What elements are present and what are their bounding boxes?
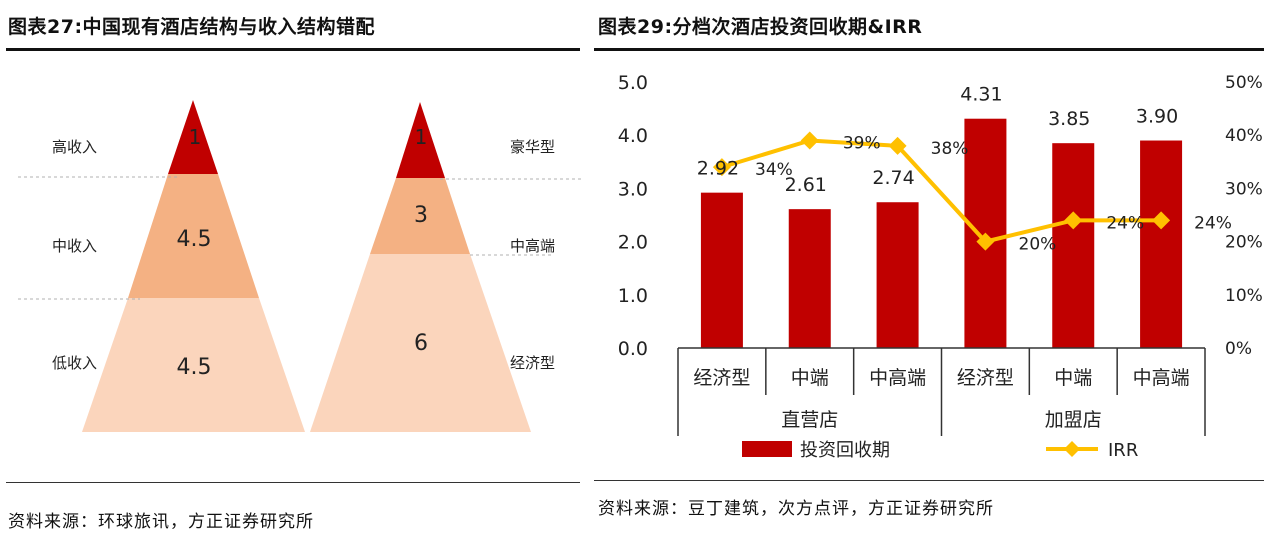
y-right-tick-label: 50% [1225, 73, 1263, 93]
y-right-tick-label: 10% [1225, 286, 1263, 306]
x-category-label: 中端 [791, 367, 829, 389]
y-left-tick-label: 0.0 [618, 338, 648, 360]
income-tier-mid [128, 174, 259, 298]
legend-line-marker [1064, 441, 1080, 457]
irr-marker [1064, 211, 1083, 230]
x-category-label: 中端 [1054, 367, 1092, 389]
y-left-tick-label: 1.0 [618, 285, 648, 307]
bar-value-label: 2.74 [872, 167, 914, 189]
bar-value-label: 2.92 [697, 158, 739, 180]
x-group-label: 加盟店 [1045, 409, 1102, 431]
left-panel-title: 图表27:中国现有酒店结构与收入结构错配 [8, 16, 376, 38]
pyramid-chart: 1 4.5 4.5 1 3 6 高收入 中收入 低收入 豪华型 中高端 经济型 [18, 100, 582, 432]
bar [876, 202, 919, 348]
irr-value-label: 38% [931, 139, 969, 159]
legend-bar-swatch [742, 441, 792, 457]
irr-marker [888, 136, 907, 155]
left-source: 资料来源：环球旅讯，方正证券研究所 [8, 512, 314, 532]
y-left-tick-label: 2.0 [618, 232, 648, 254]
y-right-tick-label: 0% [1225, 339, 1252, 359]
irr-value-label: 20% [1019, 235, 1057, 255]
bar-value-label: 4.31 [960, 84, 1002, 106]
hotel-value-economy: 6 [414, 331, 428, 356]
x-category-label: 中高端 [1133, 367, 1190, 389]
income-tier-low [82, 298, 305, 432]
bar-value-label: 3.90 [1136, 106, 1178, 128]
income-label-high: 高收入 [52, 138, 97, 156]
irr-line [721, 138, 1162, 244]
hotel-label-economy: 经济型 [510, 354, 555, 372]
y-left-tick-label: 4.0 [618, 125, 648, 147]
y-right-tick-label: 30% [1225, 179, 1263, 199]
bar [700, 192, 743, 348]
hotel-tier-economy [310, 254, 531, 432]
irr-marker [800, 131, 819, 150]
legend-bar-label: 投资回收期 [800, 440, 890, 461]
combo-chart: 0.0 1.0 2.0 3.0 4.0 5.0 0% 10% 20% 30% 40% 50% 经济型 中端… [618, 72, 1263, 461]
bar-value-label: 2.61 [785, 174, 827, 196]
y-right-tick-label: 40% [1225, 126, 1263, 146]
hotel-label-luxury: 豪华型 [510, 138, 555, 156]
irr-value-label: 34% [755, 160, 793, 180]
income-label-mid: 中收入 [52, 237, 97, 255]
x-category-label: 经济型 [957, 367, 1014, 389]
hotel-value-luxury: 1 [415, 125, 428, 149]
income-value-mid: 4.5 [177, 227, 212, 252]
x-category-label: 经济型 [693, 367, 750, 389]
y-left-tick-label: 5.0 [618, 72, 648, 94]
irr-marker [1152, 211, 1171, 230]
bar [788, 209, 831, 348]
irr-value-label: 39% [843, 134, 881, 154]
right-source-rule [594, 480, 1264, 481]
hotel-label-midhigh: 中高端 [510, 237, 555, 255]
income-value-low: 4.5 [177, 355, 212, 380]
right-panel-title: 图表29:分档次酒店投资回收期&IRR [598, 16, 923, 38]
income-tier-high [168, 100, 218, 174]
irr-value-label: 24% [1106, 213, 1144, 233]
irr-marker [712, 158, 731, 177]
bar [1140, 140, 1183, 348]
right-title-rule [594, 48, 1264, 51]
x-category-label: 中高端 [869, 367, 926, 389]
income-value-high: 1 [189, 125, 202, 149]
legend-line-label: IRR [1108, 440, 1138, 461]
irr-value-label: 24% [1194, 213, 1232, 233]
hotel-value-midhigh: 3 [414, 203, 428, 228]
right-source: 资料来源：豆丁建筑，次方点评，方正证券研究所 [598, 499, 994, 519]
income-label-low: 低收入 [52, 354, 97, 372]
hotel-tier-midhigh [370, 178, 470, 254]
x-group-label: 直营店 [781, 409, 838, 431]
bar-value-label: 3.85 [1048, 108, 1090, 130]
left-source-rule [6, 482, 580, 483]
hotel-tier-luxury [396, 102, 445, 178]
bar [1052, 143, 1095, 348]
y-right-tick-label: 20% [1225, 233, 1263, 253]
irr-marker [976, 232, 995, 251]
left-title-rule [6, 48, 580, 51]
y-left-tick-label: 3.0 [618, 178, 648, 200]
